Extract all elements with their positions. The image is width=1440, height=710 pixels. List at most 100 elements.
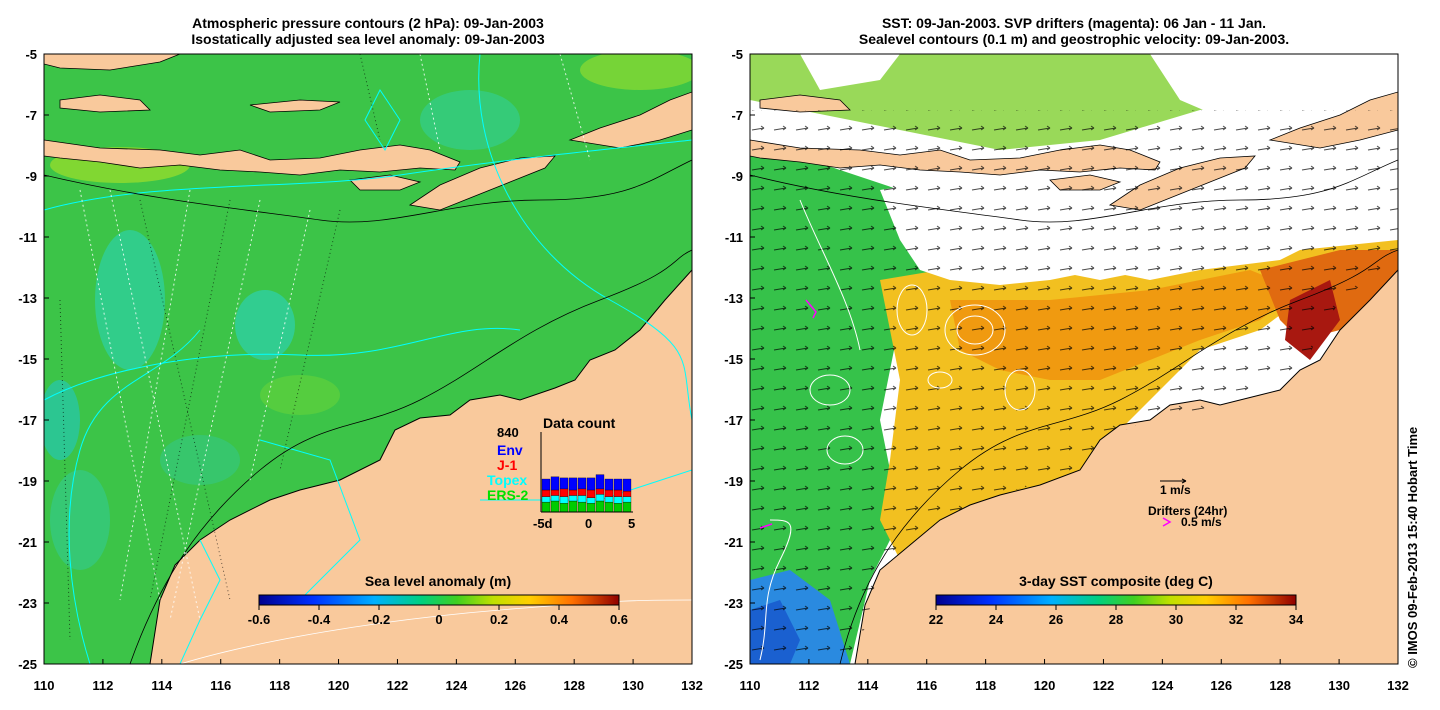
left-colorbar-tick: 0 xyxy=(435,612,442,627)
inset-bar-segment xyxy=(613,496,623,504)
inset-bar-segment xyxy=(550,495,560,502)
inset-bar-segment xyxy=(559,503,569,513)
right-lat-tick: -9 xyxy=(731,169,743,184)
right-lon-tick: 126 xyxy=(1210,678,1232,693)
inset-bar-segment xyxy=(568,477,578,491)
legend-j1: J-1 xyxy=(497,457,517,473)
right-colorbar-tick: 22 xyxy=(929,612,943,627)
right-colorbar-tick: 28 xyxy=(1109,612,1123,627)
right-lon-tick: 112 xyxy=(798,678,819,693)
left-colorbar xyxy=(258,594,620,606)
inset-bar-segment xyxy=(568,495,578,502)
inset-bar-segment xyxy=(541,489,551,497)
right-map xyxy=(750,54,1398,664)
left-lat-tick: -13 xyxy=(18,291,37,306)
legend-topex: Topex xyxy=(487,472,527,488)
left-lat-tick: -15 xyxy=(18,352,37,367)
left-lon-tick: 122 xyxy=(387,678,409,693)
inset-bar-segment xyxy=(622,490,632,497)
velocity-scale: 1 m/s Drifters (24hr) 0.5 m/s xyxy=(1148,478,1227,529)
right-lat-tick: -11 xyxy=(725,230,743,245)
inset-x-tick-2: 0 xyxy=(585,516,592,531)
right-lat-tick: -23 xyxy=(724,596,743,611)
imos-credit: © IMOS 09-Feb-2013 15:40 Hobart Time xyxy=(1405,426,1420,668)
left-title-2: Isostatically adjusted sea level anomaly… xyxy=(191,31,545,47)
right-lon-tick: 122 xyxy=(1093,678,1115,693)
right-lon-tick: 128 xyxy=(1269,678,1291,693)
left-lat-tick: -11 xyxy=(19,230,37,245)
inset-bar-segment xyxy=(586,497,596,504)
inset-bar-segment xyxy=(577,501,587,513)
inset-bar-segment xyxy=(595,494,605,502)
inset-bar-segment xyxy=(577,477,587,490)
left-lat-tick: -25 xyxy=(18,657,37,672)
inset-bars xyxy=(541,474,632,513)
left-colorbar-tick: 0.6 xyxy=(610,612,628,627)
inset-bar-segment xyxy=(541,478,551,491)
inset-bar-segment xyxy=(586,477,596,491)
inset-bar-segment xyxy=(613,478,623,491)
left-lat-tick: -21 xyxy=(18,535,37,550)
inset-bar-segment xyxy=(595,488,605,495)
left-lon-tick: 126 xyxy=(504,678,526,693)
inset-bar-segment xyxy=(604,489,614,497)
inset-bar-segment xyxy=(604,478,614,491)
right-colorbar-tick: 24 xyxy=(989,612,1004,627)
left-lon-tick: 118 xyxy=(269,678,290,693)
scale-arrow-label: 1 m/s xyxy=(1160,483,1191,497)
right-colorbar-tick: 32 xyxy=(1229,612,1243,627)
inset-bar-segment xyxy=(613,489,623,497)
inset-bar-segment xyxy=(604,501,614,513)
right-lon-tick: 118 xyxy=(975,678,996,693)
right-lat-tick: -15 xyxy=(724,352,743,367)
data-count-inset: 840 Data count Env J-1 Topex ERS-2 -5d 0… xyxy=(487,415,635,531)
left-lon-tick: 132 xyxy=(681,678,703,693)
inset-bar-segment xyxy=(559,496,569,504)
inset-bar-segment xyxy=(595,474,605,490)
right-lon-tick: 124 xyxy=(1152,678,1174,693)
left-lat-tick: -23 xyxy=(18,596,37,611)
inset-bar-segment xyxy=(550,500,560,513)
legend-ers2: ERS-2 xyxy=(487,487,528,503)
inset-bar-segment xyxy=(604,496,614,503)
right-lon-tick: 114 xyxy=(857,678,879,693)
right-lon-tick: 116 xyxy=(916,678,937,693)
left-lon-tick: 112 xyxy=(92,678,113,693)
inset-title: Data count xyxy=(543,415,616,431)
inset-bar-segment xyxy=(586,489,596,498)
inset-bar-segment xyxy=(541,501,551,513)
right-lon-tick: 130 xyxy=(1328,678,1350,693)
right-colorbar-label: 3-day SST composite (deg C) xyxy=(1019,573,1213,589)
inset-bar-segment xyxy=(595,500,605,513)
left-title-1: Atmospheric pressure contours (2 hPa): 0… xyxy=(192,15,544,31)
inset-bar-segment xyxy=(559,477,569,490)
inset-bar-segment xyxy=(622,496,632,503)
inset-bar-segment xyxy=(559,488,569,497)
left-lat-tick: -5 xyxy=(25,47,37,62)
left-lon-tick: 124 xyxy=(446,678,468,693)
left-colorbar-tick: -0.4 xyxy=(308,612,331,627)
left-map xyxy=(44,54,692,664)
inset-bar-segment xyxy=(577,488,587,496)
left-lon-tick: 116 xyxy=(210,678,231,693)
right-lat-tick: -21 xyxy=(724,535,743,550)
left-lon-tick: 114 xyxy=(151,678,173,693)
inset-bar-segment xyxy=(613,503,623,513)
right-lon-tick: 120 xyxy=(1034,678,1056,693)
inset-count: 840 xyxy=(497,425,519,440)
inset-bar-segment xyxy=(550,489,560,496)
inset-bar-segment xyxy=(568,500,578,513)
right-colorbar xyxy=(935,594,1297,606)
right-lat-tick: -5 xyxy=(731,47,743,62)
inset-bar-segment xyxy=(622,478,632,492)
drifters-label: Drifters (24hr) xyxy=(1148,504,1227,518)
legend-env: Env xyxy=(497,442,523,458)
right-title-2: Sealevel contours (0.1 m) and geostrophi… xyxy=(858,31,1290,47)
right-lat-tick: -17 xyxy=(724,413,743,428)
right-lat-tick: -13 xyxy=(724,291,743,306)
left-lon-tick: 130 xyxy=(622,678,644,693)
right-colorbar-tick: 34 xyxy=(1289,612,1304,627)
right-lat-tick: -19 xyxy=(724,474,743,489)
inset-bar-segment xyxy=(541,496,551,503)
left-lon-tick: 110 xyxy=(34,678,55,693)
